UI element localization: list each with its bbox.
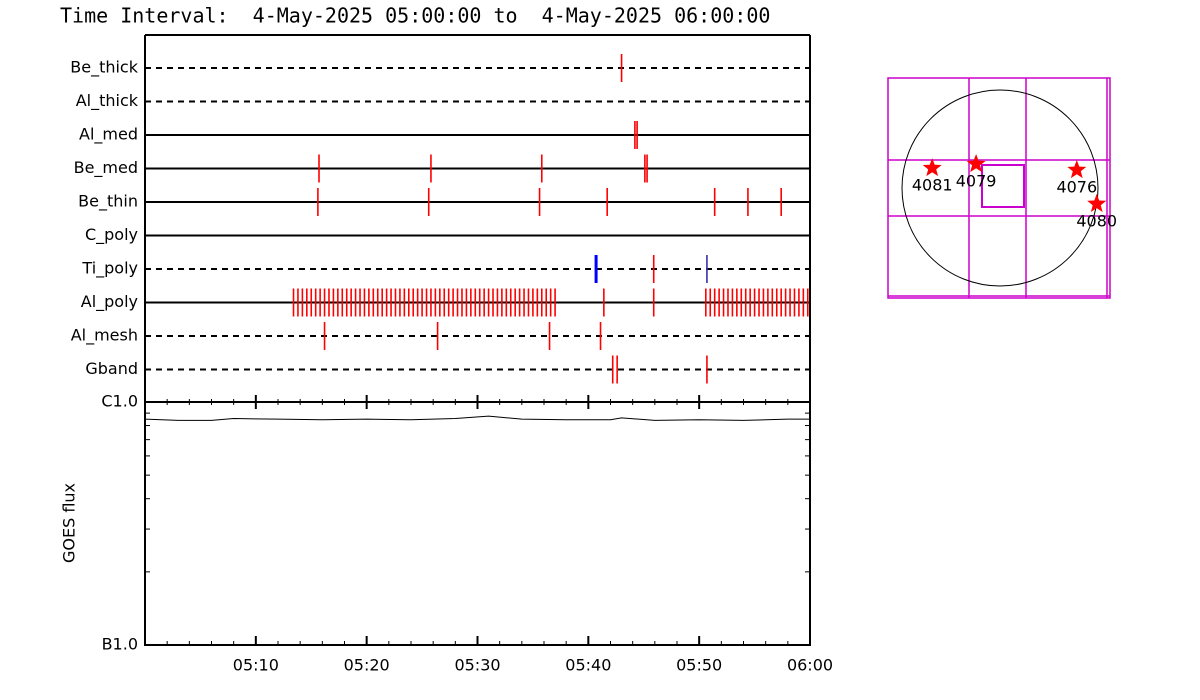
timeline-frame — [144, 34, 811, 402]
region-star — [1067, 160, 1087, 179]
row-label: Al_thick — [76, 91, 139, 111]
fov-box — [981, 164, 1025, 208]
row-label: Gband — [85, 359, 138, 378]
x-tick-label: 05:20 — [344, 656, 390, 675]
region-star — [966, 154, 986, 173]
region-label: 4079 — [956, 172, 997, 191]
region-label: 4080 — [1076, 211, 1117, 230]
chart-title: Time Interval: 4-May-2025 05:00:00 to 4-… — [60, 4, 770, 28]
row-label: Be_thick — [70, 58, 138, 78]
y-axis-label: GOES flux — [60, 483, 79, 563]
region-star — [1087, 193, 1107, 212]
row-label: Al_mesh — [71, 326, 138, 346]
row-label: Al_med — [79, 125, 138, 145]
region-label: 4076 — [1056, 178, 1097, 197]
x-tick-label: 05:50 — [676, 656, 722, 675]
row-label: Al_poly — [81, 292, 138, 312]
x-tick-label: 05:10 — [233, 656, 279, 675]
y-tick-label: C1.0 — [101, 392, 138, 411]
row-label: Be_med — [74, 158, 138, 178]
map-frame — [887, 77, 1111, 299]
region-star — [922, 158, 942, 177]
row-label: Ti_poly — [81, 259, 138, 279]
region-label: 4081 — [912, 176, 953, 195]
row-label: C_poly — [85, 225, 138, 245]
x-tick-label: 06:00 — [787, 656, 833, 675]
x-tick-label: 05:40 — [565, 656, 611, 675]
solar-disk — [901, 89, 1099, 287]
flux-line — [144, 415, 810, 421]
sun-map — [887, 77, 1111, 299]
y-tick-label: B1.0 — [102, 635, 138, 654]
row-label: Be_thin — [78, 192, 138, 212]
x-tick-label: 05:30 — [454, 656, 500, 675]
